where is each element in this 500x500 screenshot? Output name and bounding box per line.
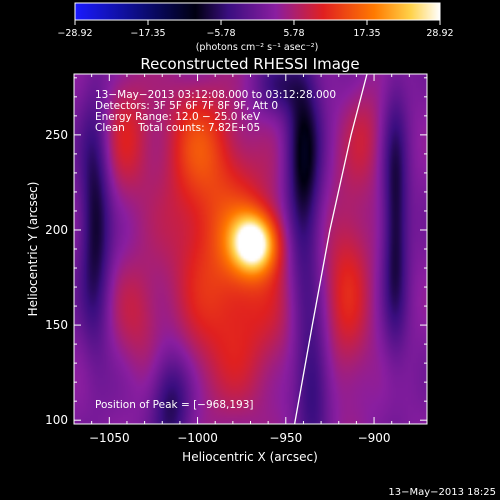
y-tick-label: 250 — [45, 128, 68, 142]
x-axis-label: Heliocentric X (arcsec) — [182, 450, 318, 464]
colorbar-tick-label: −28.92 — [57, 28, 92, 39]
colorbar-tick-label: 5.78 — [283, 28, 304, 39]
annotation-line: Clean Total counts: 7.82E+05 — [95, 122, 260, 134]
colorbar-ticks: −28.92 −17.35 −5.78 5.78 17.35 28.92 — [57, 20, 454, 39]
y-tick-label: 100 — [45, 413, 68, 427]
footer-timestamp: 13−May−2013 18:25 — [388, 487, 496, 498]
colorbar-tick-label: 17.35 — [353, 28, 380, 39]
colorbar-tick-label: −17.35 — [130, 28, 165, 39]
annotation-line: Energy Range: 12.0 − 25.0 keV — [95, 111, 261, 123]
x-axis-ticks: −1050 −1000 −950 −900 — [89, 74, 410, 445]
x-tick-label: −1000 — [177, 431, 218, 445]
x-tick-label: −950 — [269, 431, 302, 445]
colorbar-tick-label: −5.78 — [206, 28, 235, 39]
y-axis-ticks: 100 150 200 250 — [45, 77, 427, 427]
annotation-line: 13−May−2013 03:12:08.000 to 03:12:28.000 — [95, 89, 336, 101]
heatmap-group — [74, 74, 427, 424]
y-tick-label: 200 — [45, 223, 68, 237]
solar-limb-curve — [293, 74, 368, 424]
annotation-line: Detectors: 3F 5F 6F 7F 8F 9F, Att 0 — [95, 100, 278, 112]
colorbar-tick-label: 28.92 — [426, 28, 453, 39]
x-tick-label: −1050 — [89, 431, 130, 445]
peak-position-label: Position of Peak = [−968,193] — [95, 399, 254, 411]
y-axis-label: Heliocentric Y (arcsec) — [26, 182, 40, 317]
x-tick-label: −900 — [358, 431, 391, 445]
annotation-block: 13−May−2013 03:12:08.000 to 03:12:28.000… — [95, 89, 336, 134]
y-tick-label: 150 — [45, 318, 68, 332]
colorbar-units-label: (photons cm⁻² s⁻¹ asec⁻²) — [196, 42, 319, 53]
colorbar — [74, 2, 441, 21]
heatmap-image — [74, 74, 427, 424]
chart-title: Reconstructed RHESSI Image — [140, 55, 359, 73]
